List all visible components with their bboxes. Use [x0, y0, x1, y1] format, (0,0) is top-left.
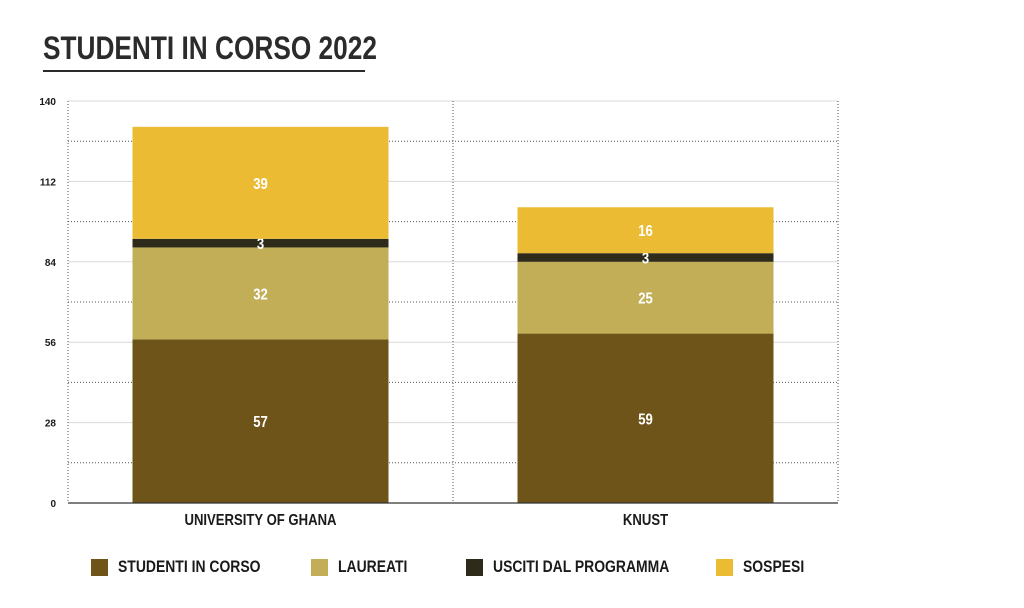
y-tick-label: 0 [50, 499, 56, 510]
x-category-label: UNIVERSITY OF GHANA [184, 512, 336, 529]
chart-title: STUDENTI IN CORSO 2022 [43, 30, 377, 66]
bar-segment [132, 339, 389, 503]
data-label: 39 [253, 176, 268, 193]
y-tick-label: 112 [40, 177, 57, 188]
bar-segment [517, 333, 774, 503]
data-label: 16 [638, 223, 653, 240]
data-label: 25 [638, 291, 653, 308]
y-tick-label: 28 [45, 419, 57, 430]
data-label: 57 [253, 414, 268, 431]
bar-segment [132, 238, 389, 248]
bar-segment [132, 126, 389, 239]
y-tick-label: 84 [45, 258, 57, 269]
x-category-label: KNUST [623, 512, 668, 529]
bar-segment [517, 253, 774, 262]
data-label: 3 [642, 250, 649, 267]
title-underline [43, 70, 365, 72]
bar-segment [517, 207, 774, 254]
data-label: 3 [257, 236, 264, 253]
data-label: 59 [638, 411, 653, 428]
y-tick-label: 140 [39, 97, 56, 108]
y-tick-label: 56 [45, 338, 57, 349]
bar-segment [517, 261, 774, 334]
bar-segment [132, 247, 389, 340]
data-label: 32 [253, 286, 268, 303]
